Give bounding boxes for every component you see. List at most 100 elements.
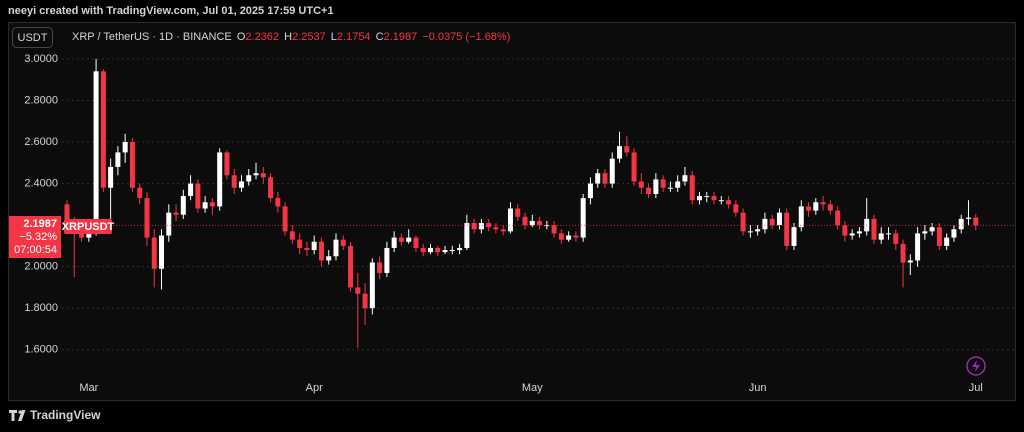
- candle-body: [820, 202, 826, 205]
- candle-body: [522, 216, 528, 226]
- candle-body: [79, 233, 85, 238]
- currency-label[interactable]: USDT: [18, 32, 48, 44]
- candle-body: [173, 212, 179, 215]
- candle-body: [973, 217, 979, 226]
- candle-body: [238, 181, 244, 188]
- candle-body: [64, 204, 70, 221]
- h-label: H: [284, 31, 292, 43]
- y-tick-label: 1.6000: [24, 344, 58, 356]
- candle-body: [704, 196, 710, 198]
- y-tick-label: 2.6000: [24, 136, 58, 148]
- candle-body: [849, 233, 855, 236]
- candle-body: [537, 220, 543, 226]
- candle-body: [122, 142, 128, 153]
- candle-body: [188, 183, 194, 197]
- price: 2.1987: [23, 218, 57, 230]
- candle-body: [428, 247, 433, 253]
- candle-body: [515, 208, 521, 217]
- y-tick-label: 2.8000: [24, 94, 58, 106]
- price-box: [9, 216, 61, 258]
- price-change: −5.32%: [19, 231, 57, 243]
- candle-body: [886, 233, 892, 235]
- icon-ring[interactable]: [966, 356, 986, 376]
- currency-button[interactable]: [12, 27, 53, 48]
- candle-body: [406, 237, 412, 242]
- candle-body: [871, 218, 877, 240]
- candle-body: [900, 243, 906, 263]
- candle-body: [566, 235, 572, 240]
- candle-body: [551, 225, 557, 234]
- candle-body: [965, 217, 971, 219]
- candle-body: [340, 239, 346, 246]
- candle-body: [275, 198, 281, 207]
- candle-body: [842, 225, 848, 236]
- candle-body: [675, 181, 681, 188]
- candle-body: [86, 231, 92, 238]
- candle-body: [638, 181, 644, 188]
- candle-body: [311, 241, 317, 251]
- candle-body: [464, 223, 470, 248]
- candle-body: [151, 237, 157, 269]
- legend: XRP / TetherUS · 1D · BINANCE O2.2362 H2…: [72, 31, 510, 43]
- candle-body: [369, 262, 375, 309]
- candle-body: [144, 198, 150, 238]
- candle-body: [631, 152, 637, 182]
- replay-icon[interactable]: [966, 356, 986, 376]
- candle-body: [573, 235, 579, 238]
- c-value: 2.1987: [384, 31, 418, 43]
- icon-bolt[interactable]: [972, 360, 980, 372]
- candle-body: [922, 231, 928, 234]
- candle-body: [137, 187, 143, 199]
- candle-body: [166, 212, 172, 236]
- candle-body: [762, 218, 768, 230]
- candle-body: [384, 247, 390, 273]
- candle-body: [718, 200, 724, 202]
- c-label: C: [376, 31, 384, 43]
- candle-body: [304, 247, 310, 251]
- candle-body: [653, 179, 659, 194]
- candle-body: [696, 196, 702, 201]
- candle-body: [100, 71, 106, 188]
- candle-body: [740, 212, 746, 232]
- candle-body: [660, 179, 666, 188]
- candle-body: [733, 204, 739, 213]
- candle-body: [129, 142, 135, 188]
- candle-body: [195, 183, 201, 209]
- candle-body: [326, 256, 332, 261]
- candle-body: [827, 204, 833, 211]
- candle-body: [813, 202, 819, 211]
- candle-body: [253, 173, 259, 176]
- candle-body: [413, 237, 419, 248]
- candle-body: [282, 206, 288, 232]
- candle-body: [711, 196, 717, 201]
- candle-body: [493, 227, 499, 230]
- candle-body: [609, 158, 615, 184]
- candle-body: [260, 173, 266, 178]
- candle-body: [159, 235, 165, 269]
- candle-body: [667, 187, 673, 189]
- y-tick-label: 3.0000: [24, 53, 58, 65]
- o-label: O: [237, 31, 246, 43]
- x-tick-label: Jul: [969, 382, 983, 394]
- y-tick-label: 1.8000: [24, 302, 58, 314]
- candle-body: [398, 237, 404, 242]
- price-label: 2.1987 −5.32% 07:00:54 XRPUSDT: [9, 216, 115, 258]
- candle-body: [798, 206, 804, 228]
- candle-body: [951, 229, 957, 238]
- candle-body: [602, 173, 608, 184]
- plot: 1.6000 1.8000 2.0000 2.4000 2.6000 2.8000 3.00…: [24, 53, 1015, 394]
- candle-body: [726, 200, 732, 205]
- candle-body: [595, 173, 601, 184]
- footer-brand: TradingView: [30, 408, 101, 422]
- candle-body: [457, 247, 463, 251]
- l-value: 2.1754: [337, 31, 371, 43]
- candle-body: [558, 233, 564, 240]
- candle-body: [944, 237, 950, 246]
- y-tick-label: 2.4000: [24, 177, 58, 189]
- candle-body: [929, 227, 935, 232]
- candle-body: [835, 210, 841, 226]
- candle-body: [580, 198, 586, 238]
- x-tick-label: Apr: [306, 382, 323, 394]
- candle-body: [435, 247, 441, 253]
